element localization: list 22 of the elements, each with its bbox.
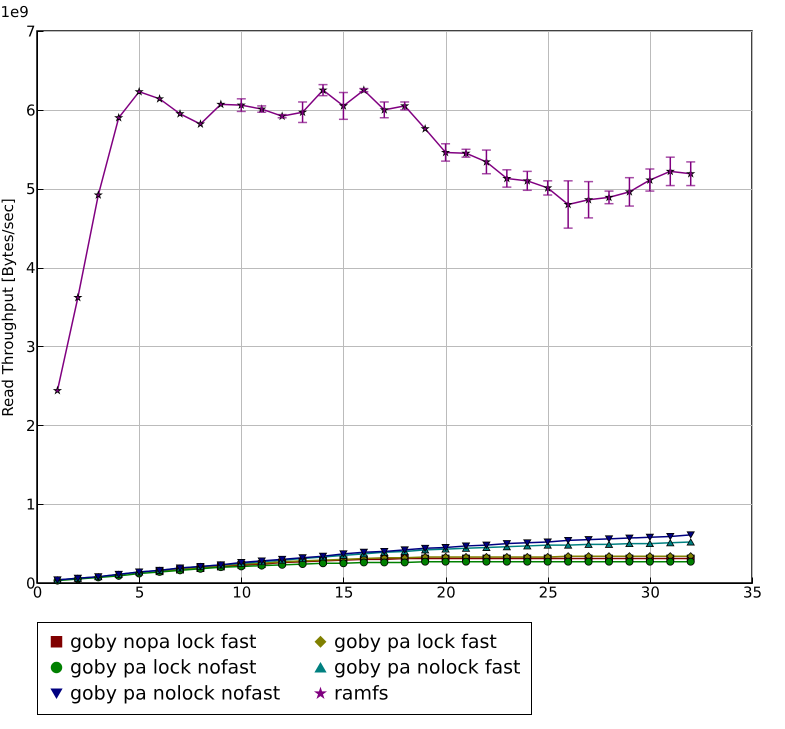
y-tick-label: 6 (26, 101, 36, 120)
x-tick-label: 10 (232, 584, 252, 602)
legend-label: ramfs (334, 682, 389, 704)
y-tick-label: 2 (26, 416, 36, 435)
legend-label: goby pa lock fast (334, 630, 497, 653)
y-tick-label: 1 (26, 496, 36, 514)
legend-label: goby nopa lock fast (70, 630, 257, 653)
y-tick-label: 5 (26, 180, 36, 198)
x-tick-label: 15 (334, 584, 354, 602)
y-tick-label: 3 (26, 338, 36, 356)
legend-label: goby pa nolock nofast (70, 682, 280, 704)
y-tick-label: 4 (26, 259, 36, 278)
x-tick-label: 30 (640, 584, 660, 602)
x-tick-label: 5 (134, 584, 144, 602)
text: 1e9 (0, 3, 29, 21)
x-tick-label: 20 (436, 584, 456, 602)
y-axis-title: Read Throughput [Bytes/sec] (0, 198, 17, 417)
x-tick-label: 25 (538, 584, 558, 602)
y-tick-label: 7 (26, 22, 36, 40)
legend-label: goby pa lock nofast (70, 656, 257, 678)
x-tick-label: 35 (742, 584, 762, 602)
legend-label: goby pa nolock fast (334, 656, 521, 678)
